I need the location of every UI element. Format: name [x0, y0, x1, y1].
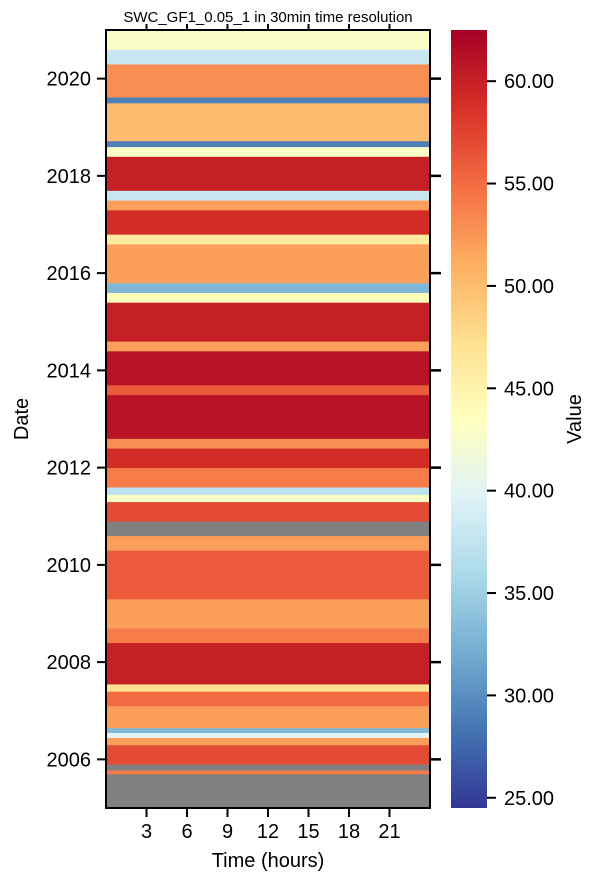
colorbar-tick-label: 45.00 [504, 378, 554, 400]
heatmap-band [106, 234, 430, 245]
colorbar-tick-label: 60.00 [504, 71, 554, 93]
heatmap-band [106, 384, 430, 396]
x-tick-label: 9 [222, 821, 233, 843]
heatmap-band [106, 448, 430, 469]
colorbar-tick-label: 25.00 [504, 788, 554, 810]
y-tick-label: 2012 [47, 458, 92, 480]
y-tick-label: 2014 [47, 360, 92, 382]
heatmap-band [106, 97, 430, 104]
heatmap-band [106, 732, 430, 738]
heatmap-band [106, 521, 430, 537]
heatmap-band [106, 102, 430, 142]
heatmap-band [106, 292, 430, 303]
colorbar-gradient [451, 30, 487, 808]
x-axis: 3 6 9 12 15 18 21 [141, 24, 401, 843]
heatmap-band [106, 467, 430, 488]
heatmap-band [106, 341, 430, 352]
heatmap-band [106, 737, 430, 746]
heatmap-band [106, 156, 430, 191]
chart-title: SWC_GF1_0.05_1 in 30min time resolution [123, 9, 412, 26]
colorbar-label: Value [564, 394, 586, 444]
x-tick-label: 15 [297, 821, 319, 843]
heatmap-band [106, 438, 430, 449]
heatmap-band [106, 49, 430, 65]
heatmap-band [106, 744, 430, 765]
x-tick-label: 21 [378, 821, 400, 843]
colorbar-tick-label: 40.00 [504, 481, 554, 503]
heatmap-band [106, 691, 430, 707]
heatmap-band [106, 350, 430, 386]
heatmap-band [106, 282, 430, 293]
x-tick-label: 3 [141, 821, 152, 843]
colorbar-tick-label: 35.00 [504, 583, 554, 605]
x-tick-label: 12 [257, 821, 279, 843]
heatmap-band [106, 770, 430, 775]
heatmap-band [106, 243, 430, 284]
heatmap-band [106, 727, 430, 734]
heatmap-band [106, 535, 430, 551]
y-tick-label: 2006 [47, 749, 92, 771]
heatmap-band [106, 302, 430, 342]
x-tick-label: 18 [338, 821, 360, 843]
heatmap-plot-area [106, 30, 430, 808]
y-tick-label: 2018 [47, 166, 92, 188]
colorbar: 25.00 30.00 35.00 40.00 45.00 50.00 55.00 60.00 [451, 30, 554, 810]
y-tick-label: 2020 [47, 69, 92, 91]
heatmap-band [106, 494, 430, 503]
colorbar-tick-label: 50.00 [504, 276, 554, 298]
heatmap-band [106, 140, 430, 148]
heatmap-band [106, 550, 430, 600]
heatmap-band [106, 394, 430, 439]
heatmap-band [106, 190, 430, 201]
heatmap-band [106, 773, 430, 808]
y-axis-label: Date [11, 398, 33, 440]
colorbar-tick-label: 30.00 [504, 685, 554, 707]
x-axis-label: Time (hours) [212, 850, 325, 872]
y-axis: 2006 2008 2010 2012 2014 2016 2018 2020 [47, 69, 441, 771]
y-tick-label: 2008 [47, 652, 92, 674]
heatmap-band [106, 200, 430, 211]
heatmap-band [106, 501, 430, 522]
y-tick-label: 2016 [47, 263, 92, 285]
heatmap-band [106, 487, 430, 495]
heatmap-band [106, 684, 430, 692]
y-tick-label: 2010 [47, 555, 92, 577]
heatmap-band [106, 764, 430, 771]
heatmap-band [106, 598, 430, 629]
colorbar-tick-label: 55.00 [504, 174, 554, 196]
x-tick-label: 6 [181, 821, 192, 843]
heatmap-band [106, 146, 430, 157]
heatmap-band [106, 209, 430, 235]
heatmap-band [106, 628, 430, 644]
heatmap-band [106, 705, 430, 729]
heatmap-band [106, 30, 430, 50]
heatmap-band [106, 642, 430, 685]
heatmap-band [106, 64, 430, 98]
